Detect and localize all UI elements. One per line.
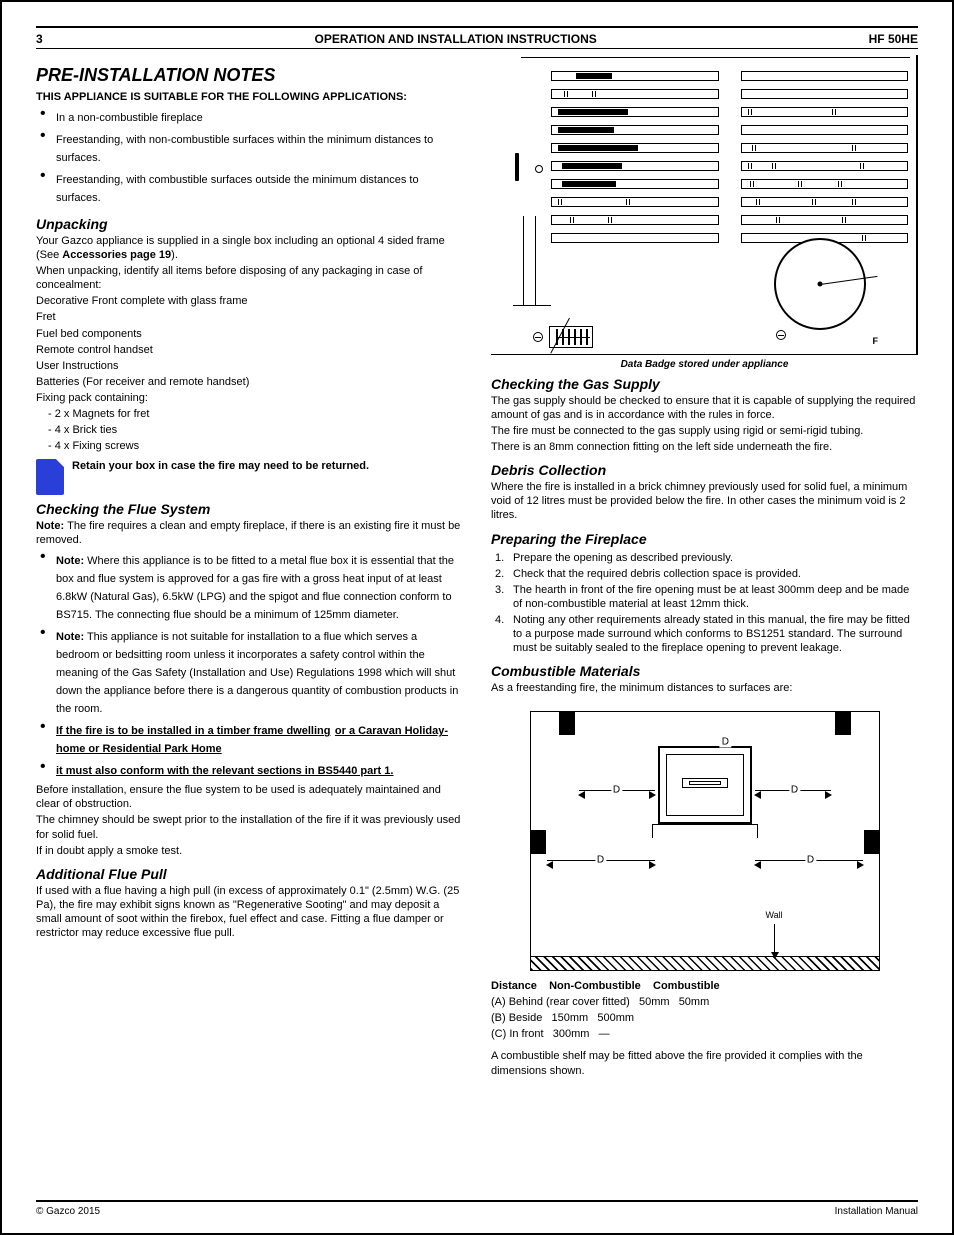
- table-row: (C) In front 300mm —: [491, 1027, 918, 1041]
- list-item: Decorative Front complete with glass fra…: [36, 294, 463, 308]
- figure-label: F: [873, 336, 879, 346]
- table-row: (A) Behind (rear cover fitted) 50mm 50mm: [491, 995, 918, 1009]
- footer-right: Installation Manual: [835, 1206, 918, 1217]
- paragraph: Note: The fire requires a clean and empt…: [36, 519, 463, 547]
- page: 3 OPERATION AND INSTALLATION INSTRUCTION…: [0, 0, 954, 1235]
- step: Noting any other requirements already st…: [513, 614, 910, 654]
- sub-heading: Combustible Materials: [491, 663, 918, 679]
- paragraph: When unpacking, identify all items befor…: [36, 264, 463, 292]
- left-column: PRE-INSTALLATION NOTES THIS APPLIANCE IS…: [36, 55, 463, 1080]
- paragraph: The fire must be connected to the gas su…: [491, 424, 918, 438]
- header-rule-thin: [36, 48, 918, 49]
- application-list: In a non-combustible fireplace Freestand…: [36, 108, 463, 210]
- list-item: User Instructions: [36, 359, 463, 373]
- page-header: 3 OPERATION AND INSTALLATION INSTRUCTION…: [36, 32, 918, 46]
- wall-hatch: [531, 956, 879, 970]
- right-column: F Data Badge stored under appliance Chec…: [491, 55, 918, 1080]
- figure-caption: Data Badge stored under appliance: [491, 359, 918, 370]
- list-item: Note: Where this appliance is to be fitt…: [56, 555, 454, 621]
- page-footer: © Gazco 2015 Installation Manual: [36, 1200, 918, 1217]
- page-model: HF 50HE: [869, 32, 918, 46]
- list-sub-item: - 2 x Magnets for fret: [36, 407, 463, 421]
- sub-heading: Preparing the Fireplace: [491, 531, 918, 547]
- list-item: Batteries (For receiver and remote hands…: [36, 375, 463, 389]
- sub-heading: Unpacking: [36, 216, 463, 232]
- note-icon: [36, 459, 64, 495]
- dim-label: D: [805, 855, 816, 866]
- page-number: 3: [36, 32, 43, 46]
- paragraph: Before installation, ensure the flue sys…: [36, 783, 463, 811]
- list-item-underlined: If the fire is to be installed in a timb…: [56, 725, 330, 737]
- paragraph: If in doubt apply a smoke test.: [36, 844, 463, 858]
- paragraph: If used with a flue having a high pull (…: [36, 884, 463, 940]
- note-text: Retain your box in case the fire may nee…: [72, 459, 463, 473]
- arrow-icon: [774, 924, 775, 958]
- paragraph: A combustible shelf may be fitted above …: [491, 1049, 918, 1077]
- list-item: Freestanding, with non-combustible surfa…: [56, 134, 433, 164]
- step: Check that the required debris collectio…: [513, 568, 801, 580]
- table-row: (B) Beside 150mm 500mm: [491, 1011, 918, 1025]
- list-item: In a non-combustible fireplace: [56, 112, 203, 124]
- step: The hearth in front of the fire opening …: [513, 584, 909, 610]
- paragraph: Where the fire is installed in a brick c…: [491, 480, 918, 522]
- dim-label-top: D: [720, 737, 731, 748]
- list-item: Fixing pack containing:: [36, 391, 463, 405]
- list-item-underlined: it must also conform with the relevant s…: [56, 765, 393, 777]
- figure-2: D D D D D Wa: [530, 711, 880, 971]
- list-item: Fuel bed components: [36, 327, 463, 341]
- list-sub-item: - 4 x Brick ties: [36, 423, 463, 437]
- paragraph: As a freestanding fire, the minimum dist…: [491, 681, 918, 695]
- dim-label: D: [611, 785, 622, 796]
- lead-text: THIS APPLIANCE IS SUITABLE FOR THE FOLLO…: [36, 90, 463, 104]
- wall-label: Wall: [764, 910, 785, 920]
- footer-left: © Gazco 2015: [36, 1206, 100, 1217]
- figure-1: F: [491, 55, 918, 355]
- list-item: Note: This appliance is not suitable for…: [56, 631, 458, 715]
- table-row: Distance Non-Combustible Combustible: [491, 979, 918, 993]
- list-item: Fret: [36, 310, 463, 324]
- page-title: OPERATION AND INSTALLATION INSTRUCTIONS: [315, 32, 597, 46]
- paragraph: Your Gazco appliance is supplied in a si…: [36, 234, 463, 262]
- list-item: Freestanding, with combustible surfaces …: [56, 174, 419, 204]
- note-block: Retain your box in case the fire may nee…: [36, 459, 463, 495]
- section-heading: PRE-INSTALLATION NOTES: [36, 65, 463, 86]
- list-sub-item: - 4 x Fixing screws: [36, 439, 463, 453]
- paragraph: The gas supply should be checked to ensu…: [491, 394, 918, 422]
- paragraph: There is an 8mm connection fitting on th…: [491, 440, 918, 454]
- paragraph: The chimney should be swept prior to the…: [36, 813, 463, 841]
- dim-label: D: [595, 855, 606, 866]
- step: Prepare the opening as described previou…: [513, 552, 733, 564]
- list-item: Remote control handset: [36, 343, 463, 357]
- stove-icon: [658, 746, 752, 824]
- flue-notes: Note: Where this appliance is to be fitt…: [36, 551, 463, 783]
- sub-heading: Additional Flue Pull: [36, 866, 463, 882]
- sub-heading: Checking the Flue System: [36, 501, 463, 517]
- dim-label: D: [789, 785, 800, 796]
- header-rule-thick: [36, 26, 918, 28]
- sub-heading: Checking the Gas Supply: [491, 376, 918, 392]
- sub-heading: Debris Collection: [491, 462, 918, 478]
- steps-list: 1.Prepare the opening as described previ…: [491, 551, 918, 658]
